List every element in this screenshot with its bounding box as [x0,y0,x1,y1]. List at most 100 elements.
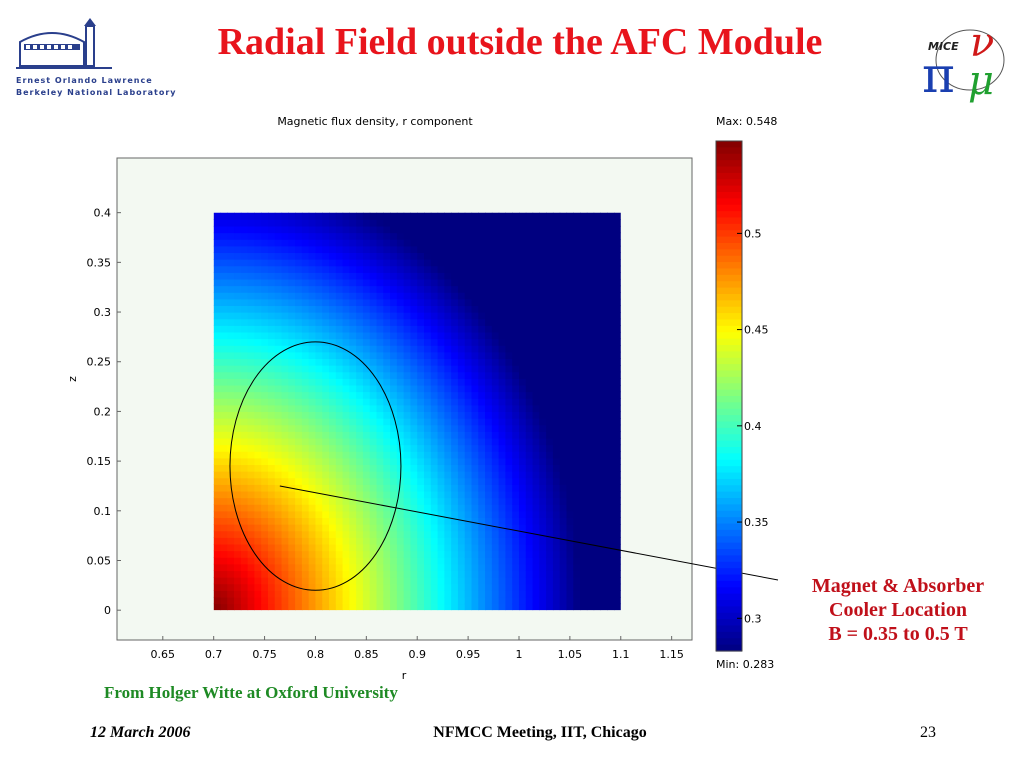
heatmap-cell [383,338,391,346]
heatmap-cell [485,365,493,373]
heatmap-cell [240,477,249,485]
heatmap-cell [539,437,547,446]
heatmap-cell [369,404,378,413]
heatmap-cell [552,431,561,439]
heatmap-cell [315,312,323,320]
heatmap-cell [403,490,412,499]
heatmap-cell [430,212,439,220]
heatmap-cell [220,391,228,399]
heatmap-cell [267,245,276,254]
heatmap-cell [362,318,371,326]
heatmap-cell [295,537,303,545]
heatmap-cell [281,557,289,565]
heatmap-cell [322,292,330,300]
heatmap-cell [491,371,500,379]
heatmap-cell [240,524,249,532]
heatmap-cell [288,404,296,413]
heatmap-cell [444,583,452,591]
heatmap-cell [234,259,242,267]
heatmap-cell [552,391,561,399]
heatmap-cell [417,252,425,260]
colorbar-segment [716,440,742,448]
heatmap-cell [362,537,371,545]
heatmap-cell [417,431,425,439]
heatmap-cell [322,305,330,313]
heatmap-cell [267,524,276,532]
heatmap-cell [552,543,561,552]
heatmap-cell [403,577,412,585]
heatmap-cell [369,570,378,578]
heatmap-cell [491,298,500,307]
heatmap-cell [234,444,242,452]
heatmap-cell [593,404,602,413]
heatmap-cell [390,557,398,565]
heatmap-cell [220,358,228,366]
heatmap-cell [335,497,344,505]
heatmap-cell [295,305,303,313]
heatmap-cell [457,437,466,446]
heatmap-cell [220,431,228,439]
heatmap-cell [532,265,540,273]
heatmap-cell [376,457,384,466]
heatmap-cell [471,477,479,485]
heatmap-cell [573,484,581,492]
heatmap-cell [315,570,323,578]
heatmap-cell [478,550,486,558]
heatmap-cell [478,219,486,227]
heatmap-cell [240,259,249,267]
heatmap-cell [240,517,249,525]
heatmap-cell [498,338,507,346]
heatmap-cell [281,292,289,300]
heatmap-cell [254,537,262,545]
heatmap-cell [315,451,323,459]
heatmap-cell [539,583,547,591]
heatmap-cell [234,497,242,505]
heatmap-cell [322,550,330,558]
heatmap-cell [457,272,466,280]
heatmap-cell [213,464,222,472]
heatmap-cell [600,325,608,333]
heatmap-cell [613,477,621,485]
heatmap-cell [342,603,350,611]
heatmap-cell [559,239,568,247]
heatmap-cell [369,557,378,565]
heatmap-cell [505,225,513,234]
heatmap-cell [505,477,513,485]
heatmap-cell [607,391,615,399]
heatmap-cell [573,378,581,386]
heatmap-cell [512,391,520,399]
heatmap-cell [383,583,391,591]
heatmap-cell [607,285,615,293]
heatmap-cell [329,437,337,446]
heatmap-cell [274,404,283,413]
heatmap-cell [281,305,289,313]
heatmap-cell [512,239,520,247]
y-tick-label: 0.1 [94,505,112,518]
heatmap-cell [552,345,561,353]
heatmap-cell [315,437,323,446]
heatmap-cell [356,338,364,346]
heatmap-cell [247,444,255,452]
heatmap-cell [362,391,371,399]
heatmap-cell [227,504,235,512]
heatmap-cell [213,305,222,313]
heatmap-cell [220,272,228,280]
heatmap-cell [247,590,255,598]
heatmap-cell [525,292,534,300]
heatmap-cell [240,212,249,220]
heatmap-cell [213,398,222,406]
heatmap-cell [491,358,500,366]
heatmap-cell [532,596,540,605]
heatmap-cell [335,272,344,280]
heatmap-cell [505,590,513,598]
heatmap-cell [613,497,621,505]
heatmap-cell [539,292,547,300]
mice-logo: π ν μ MICE [918,14,1014,104]
heatmap-cell [369,418,378,426]
heatmap-cell [539,557,547,565]
heatmap-cell [274,338,283,346]
heatmap-cell [349,265,357,273]
heatmap-cell [525,331,534,340]
heatmap-cell [240,418,249,426]
heatmap-cell [267,563,276,572]
